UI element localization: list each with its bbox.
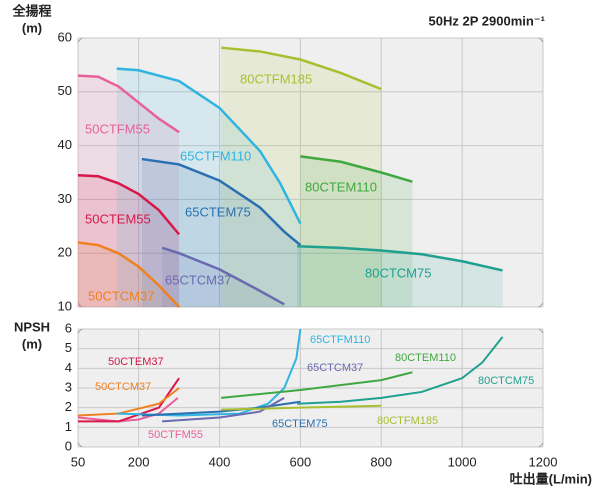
x-tick-label: 1200 [529,454,558,469]
range-area [78,75,180,307]
series-label: 65CTCM37 [165,272,231,287]
x-tick-label: 400 [209,454,231,469]
x-tick-label: 800 [370,454,392,469]
range-area [300,156,413,307]
series-label: 80CTFM185 [240,71,312,86]
series-label: 50CTEM55 [85,211,151,226]
series-label: 80CTEM110 [395,352,456,364]
y-tick-label: 50 [58,83,72,98]
y-tick-label: 30 [58,191,72,206]
curve [162,396,285,423]
subtitle: 50Hz 2P 2900min⁻¹ [429,13,545,28]
y-tick-label: 2 [65,399,72,414]
curve [77,387,180,417]
range-area [78,175,180,307]
range-area [162,247,285,307]
y-axis-label: (m) [22,20,42,35]
series-label: 80CTCM75 [478,375,534,387]
curve [116,328,302,417]
y-axis-label: 全揚程 [11,3,51,18]
series-label: 50CTFM55 [148,429,203,441]
range-area [78,242,180,307]
x-tick-label: 600 [290,454,312,469]
y-axis-label: NPSH [14,319,50,334]
curve [141,157,302,247]
curve [221,404,382,411]
curve [77,74,180,134]
curve [77,241,180,308]
series-label: 80CTEM110 [305,179,377,194]
y-tick-label: 3 [65,379,72,394]
y-tick-label: 40 [58,137,72,152]
series-label: 80CTFM185 [377,415,438,427]
range-area [141,159,301,307]
curve [77,173,181,236]
curve [297,336,504,405]
y-tick-label: 5 [65,340,72,355]
y-tick-label: 0 [65,438,72,453]
y-tick-label: 10 [58,298,72,313]
y-tick-label: 4 [65,360,72,375]
curve [221,46,382,91]
series-label: 65CTEM75 [272,418,328,430]
series-label: 50CTFM55 [85,121,150,136]
y-tick-label: 20 [58,245,72,260]
series-label: 50CTCM37 [95,381,151,393]
series-label: 65CTFM110 [180,148,251,163]
curve [221,371,413,399]
y-tick-label: 1 [65,419,72,434]
curve [77,397,179,423]
x-axis-label: 吐出量(L/min) [510,471,592,486]
x-tick-label: 200 [128,454,150,469]
range-area [297,246,503,307]
series-label: 50CTCM37 [88,288,154,303]
curve [161,246,285,306]
y-tick-label: 6 [65,320,72,335]
curve [297,244,503,272]
x-tick-label: 1000 [448,454,477,469]
range-area [221,47,382,308]
y-tick-label: 60 [58,29,72,44]
series-label: 65CTEM75 [185,204,251,219]
x-tick-label: 50 [71,454,85,469]
series-label: 65CTCM37 [307,362,363,374]
curve [300,155,413,183]
series-label: 80CTCM75 [365,265,431,280]
series-label: 50CTEM37 [108,356,164,368]
curve [116,67,302,225]
series-label: 65CTFM110 [310,334,370,346]
y-axis-label: (m) [22,336,42,351]
